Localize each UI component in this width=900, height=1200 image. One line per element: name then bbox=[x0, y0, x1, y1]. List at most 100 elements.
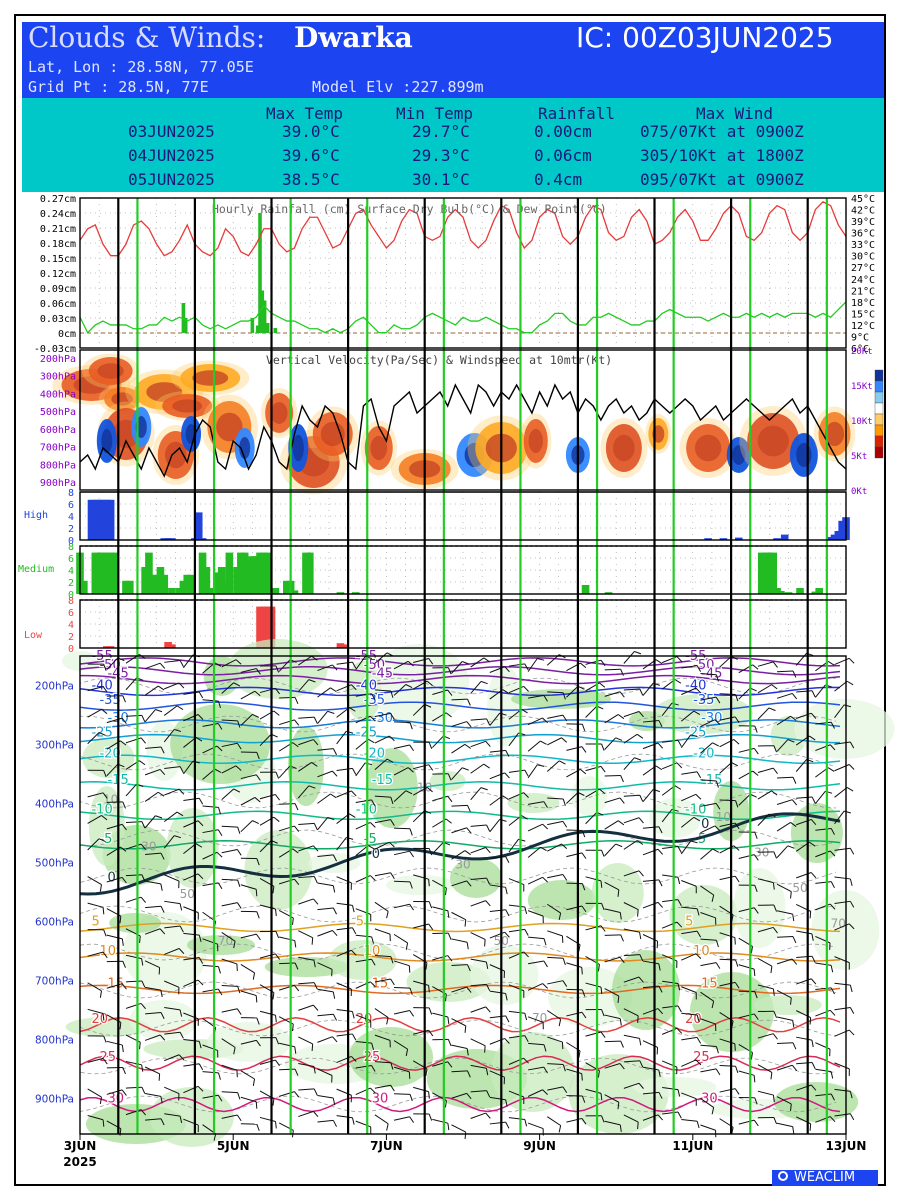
wind-barb-flag bbox=[677, 983, 681, 991]
wind-barb bbox=[815, 827, 832, 831]
wind-barb-flag bbox=[521, 815, 528, 820]
wind-barb bbox=[297, 785, 310, 799]
wind-barb-flag bbox=[658, 985, 663, 993]
wind-barb bbox=[489, 1037, 505, 1045]
wind-barb bbox=[681, 665, 698, 669]
wind-barb bbox=[719, 656, 732, 668]
wind-barb bbox=[796, 796, 813, 799]
wind-barb-flag bbox=[581, 1118, 587, 1125]
wind-barb-flag bbox=[735, 800, 739, 808]
wind-barb bbox=[508, 1010, 525, 1014]
wind-barb bbox=[259, 1059, 276, 1065]
wind-barb-flag bbox=[828, 661, 835, 666]
wind-barb-flag bbox=[753, 969, 756, 977]
vv-blob-ascent bbox=[732, 445, 746, 465]
rain-tick-label: 0.18cm bbox=[40, 239, 76, 250]
wind-barb-flag bbox=[811, 690, 816, 698]
wind-barb-flag bbox=[216, 851, 223, 858]
wind-barb bbox=[259, 687, 276, 694]
wind-barb bbox=[489, 990, 506, 995]
wind-barb bbox=[796, 930, 813, 935]
wind-barb bbox=[164, 1054, 180, 1062]
wind-barb-flag bbox=[601, 903, 605, 911]
vv-pressure-label: 600hPa bbox=[40, 425, 76, 436]
wind-barb bbox=[145, 905, 162, 909]
rh-shading bbox=[669, 885, 738, 945]
wind-barb bbox=[394, 827, 411, 830]
wind-barb-flag bbox=[332, 991, 336, 999]
wind-barb-flag bbox=[254, 690, 261, 697]
temp-contour-label: 25 bbox=[99, 1050, 116, 1065]
wind-barb-flag bbox=[849, 741, 855, 749]
wind-barb bbox=[623, 954, 640, 957]
vv-colorbar-cell bbox=[874, 435, 884, 448]
wind-barb-flag bbox=[405, 1049, 409, 1057]
wind-barb bbox=[413, 764, 429, 770]
vv-colorbar-cell bbox=[874, 424, 884, 437]
high-cloud-bar bbox=[719, 538, 728, 540]
wind-barb bbox=[681, 771, 698, 775]
wind-barb-flag bbox=[599, 682, 606, 688]
wind-barb-flag bbox=[160, 746, 165, 754]
low-cloud-bar bbox=[263, 606, 272, 648]
wind-barb bbox=[451, 743, 466, 754]
medium-cloud-bar bbox=[233, 567, 241, 594]
wind-barb-flag bbox=[370, 875, 376, 881]
temp-contour-label: -35 bbox=[693, 693, 714, 708]
high-cloud-bar bbox=[834, 531, 843, 540]
wind-barb-flag bbox=[388, 841, 395, 848]
wind-barb bbox=[336, 1008, 353, 1013]
wind-barb-flag bbox=[313, 982, 318, 990]
wind-barb bbox=[776, 845, 789, 858]
wind-barb bbox=[221, 985, 238, 987]
wind-barb bbox=[374, 819, 391, 824]
wind-barb bbox=[680, 840, 692, 855]
wind-barb-flag bbox=[811, 956, 816, 963]
wind-barb bbox=[700, 825, 716, 834]
wind-barb bbox=[432, 1061, 448, 1067]
wind-barb bbox=[470, 718, 487, 721]
temp-tick-label: 33°C bbox=[851, 240, 875, 251]
wind-barb bbox=[527, 1089, 543, 1097]
wind-barb-flag bbox=[485, 740, 491, 747]
wind-barb-flag bbox=[601, 850, 605, 857]
low-cloud-bar bbox=[336, 643, 345, 648]
wind-barb bbox=[451, 698, 468, 701]
wind-barb bbox=[202, 1071, 219, 1074]
wind-barb-flag bbox=[198, 797, 204, 805]
vv-blob-subsidence bbox=[260, 388, 298, 438]
wind-barb bbox=[106, 876, 123, 883]
wind-barb bbox=[566, 905, 583, 911]
wind-barb bbox=[528, 1042, 545, 1046]
wind-barb bbox=[585, 1031, 602, 1037]
rain-tick-label: 0.24cm bbox=[40, 209, 76, 220]
wind-barb-flag bbox=[371, 936, 375, 944]
wind-barb-flag bbox=[752, 770, 759, 776]
wind-barb bbox=[451, 850, 466, 860]
wind-barb bbox=[757, 767, 774, 774]
wind-barb-flag bbox=[600, 880, 603, 888]
wind-barb-flag bbox=[371, 799, 376, 807]
wind-barb bbox=[508, 878, 525, 886]
grid-point: Grid Pt : 28.5N, 77E bbox=[28, 78, 209, 96]
medium-cloud-bar bbox=[773, 588, 781, 594]
wind-barb-flag bbox=[577, 792, 585, 796]
wind-barb bbox=[145, 1093, 161, 1097]
wind-barb-flag bbox=[332, 1097, 336, 1106]
wind-barb bbox=[451, 721, 467, 727]
medium-cloud-tick: 2 bbox=[68, 578, 74, 589]
wind-barb-flag bbox=[332, 770, 338, 777]
wind-barb-flag bbox=[332, 664, 338, 671]
wind-barb bbox=[777, 1042, 794, 1045]
wind-barb bbox=[776, 799, 793, 806]
wind-barb-flag bbox=[390, 690, 394, 698]
rh-shading bbox=[753, 995, 822, 1015]
wind-barb bbox=[489, 856, 506, 859]
wind-barb-flag bbox=[426, 680, 433, 686]
wind-barb bbox=[623, 1008, 639, 1017]
wind-barb bbox=[642, 742, 659, 750]
wind-barb-flag bbox=[677, 1111, 682, 1119]
wind-barb bbox=[585, 982, 602, 988]
chart-frame bbox=[14, 14, 886, 1186]
wind-barb-flag bbox=[543, 1066, 548, 1074]
